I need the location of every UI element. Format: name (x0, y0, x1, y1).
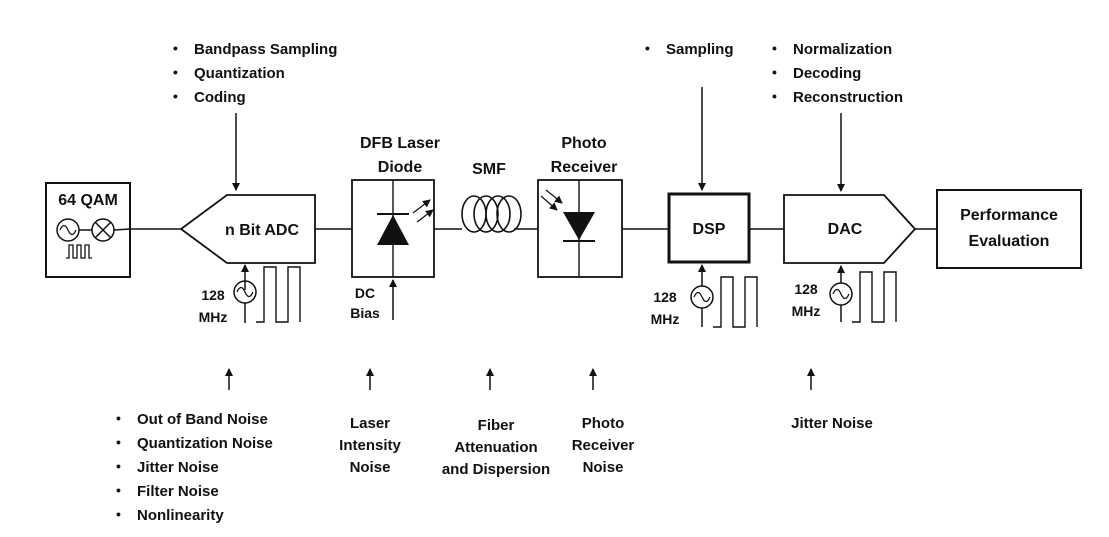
dsp-clock-unit: MHz (651, 311, 680, 327)
svg-text:•: • (645, 40, 650, 56)
clock-pulse-icon (713, 276, 758, 328)
performance-label-line2: Evaluation (969, 233, 1050, 250)
list-item: Reconstruction (793, 89, 903, 106)
list-item: Decoding (793, 65, 861, 82)
dac-clock-freq: 128 (794, 281, 818, 297)
svg-text:•: • (772, 88, 777, 104)
laser-label-line1: DFB Laser (360, 135, 440, 152)
adc-clock-freq: 128 (201, 287, 225, 303)
svg-text:•: • (116, 458, 121, 474)
fiber-noise-label: Fiber Attenuation and Dispersion (442, 417, 550, 478)
svg-text:Noise: Noise (350, 459, 391, 476)
list-item: Quantization (194, 65, 285, 82)
svg-text:and Dispersion: and Dispersion (442, 461, 550, 478)
qam-block: 64 QAM (45, 182, 131, 278)
receiver-noise-label: Photo Receiver Noise (572, 415, 635, 476)
laser-block: DFB Laser Diode DC Bias (350, 135, 440, 321)
receiver-label-line1: Photo (561, 135, 607, 152)
svg-text:•: • (116, 410, 121, 426)
dsp-block: DSP 128 MHz (651, 87, 758, 328)
svg-text:Receiver: Receiver (572, 437, 635, 454)
adc-process-list: • Bandpass Sampling • Quantization • Cod… (173, 40, 337, 106)
dac-noise-label: Jitter Noise (791, 415, 873, 432)
dac-process-list: • Normalization • Decoding • Reconstruct… (772, 40, 903, 106)
adc-noise-list: • Out of Band Noise • Quantization Noise… (116, 410, 273, 524)
svg-text:Intensity: Intensity (339, 437, 401, 454)
dsp-label: DSP (693, 221, 726, 238)
svg-text:•: • (173, 88, 178, 104)
svg-text:Attenuation: Attenuation (454, 439, 537, 456)
adc-block: n Bit ADC 128 MHz (179, 194, 316, 325)
list-item: Bandpass Sampling (194, 41, 337, 58)
performance-label-line1: Performance (960, 207, 1058, 224)
photodiode-icon (540, 189, 595, 242)
svg-text:•: • (173, 64, 178, 80)
laser-label-line2: Diode (378, 159, 423, 176)
list-item: Quantization Noise (137, 435, 273, 452)
performance-block: Performance Evaluation (936, 189, 1082, 269)
svg-text:•: • (772, 40, 777, 56)
list-item: Nonlinearity (137, 507, 224, 524)
adc-clock-unit: MHz (199, 309, 228, 325)
qam-label: 64 QAM (58, 192, 118, 209)
list-item: Jitter Noise (137, 459, 219, 476)
mixer-icon (91, 218, 115, 242)
laser-noise-label: Laser Intensity Noise (339, 415, 401, 476)
dac-clock-unit: MHz (792, 303, 821, 319)
noise-arrows (225, 368, 815, 390)
svg-text:Photo: Photo (582, 415, 625, 432)
svg-text:Jitter Noise: Jitter Noise (791, 415, 873, 432)
svg-text:•: • (116, 506, 121, 522)
dsp-process-list: • Sampling (645, 40, 734, 58)
oscillator-icon (56, 218, 80, 242)
list-item: Coding (194, 89, 246, 106)
dc-bias-line2: Bias (350, 305, 380, 321)
list-item: Sampling (666, 41, 734, 58)
adc-label: n Bit ADC (225, 222, 300, 239)
list-item: Normalization (793, 41, 892, 58)
svg-text:Noise: Noise (583, 459, 624, 476)
list-item: Filter Noise (137, 483, 219, 500)
clock-pulse-icon (256, 266, 301, 323)
pulse-train-icon (66, 244, 92, 259)
receiver-block: Photo Receiver (537, 135, 623, 278)
dac-label: DAC (828, 221, 863, 238)
dac-block: DAC 128 MHz (783, 113, 917, 323)
receiver-label-line2: Receiver (551, 159, 618, 176)
fiber-coil-icon: SMF (461, 161, 522, 233)
svg-text:•: • (116, 434, 121, 450)
smf-label: SMF (472, 161, 506, 178)
dc-bias-line1: DC (355, 285, 375, 301)
list-item: Out of Band Noise (137, 411, 268, 428)
laser-diode-icon (377, 199, 434, 245)
dsp-clock-freq: 128 (653, 289, 677, 305)
svg-text:•: • (173, 40, 178, 56)
svg-text:Fiber: Fiber (478, 417, 515, 434)
svg-text:Laser: Laser (350, 415, 390, 432)
clock-pulse-icon (852, 271, 897, 323)
svg-text:•: • (116, 482, 121, 498)
svg-text:•: • (772, 64, 777, 80)
